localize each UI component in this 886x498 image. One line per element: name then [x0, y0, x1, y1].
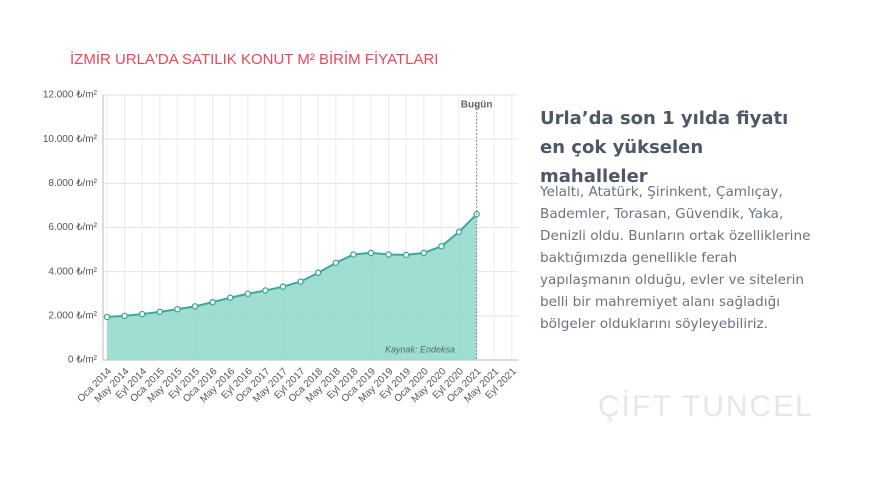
logo: ÇİFT TUNCEL — [598, 390, 814, 423]
y-tick-label: 2.000 ₺/m² — [48, 310, 97, 321]
point — [402, 251, 410, 259]
y-tick-label: 6.000 ₺/m² — [48, 222, 97, 233]
point — [420, 249, 428, 257]
point — [314, 269, 322, 277]
point — [138, 310, 146, 318]
point — [103, 313, 111, 321]
y-tick-label: 4.000 ₺/m² — [48, 266, 97, 277]
point — [438, 243, 445, 250]
today-label: Bugün — [461, 100, 493, 111]
point — [350, 251, 357, 258]
source-label: Kaynak: Endeksa — [385, 344, 455, 354]
paragraph: Yelaltı, Atatürk, Şirinkent, Çamlıçay, B… — [540, 184, 811, 332]
point — [244, 290, 252, 297]
y-tick-label: 12.000 ₺/m² — [43, 90, 98, 101]
line — [106, 213, 478, 318]
point — [455, 228, 463, 236]
heading: Urla’da son 1 yılda fiyatı en çok yüksel… — [540, 108, 789, 187]
point — [279, 283, 287, 290]
point — [385, 251, 392, 258]
point — [226, 294, 234, 301]
y-tick-label: 8.000 ₺/m² — [48, 178, 97, 189]
y-tick-label: 10.000 ₺/m² — [43, 134, 98, 145]
point — [297, 278, 304, 285]
point — [209, 298, 216, 306]
point — [262, 287, 269, 294]
area — [107, 214, 477, 360]
y-tick-label: 0 ₺/m² — [68, 355, 98, 366]
point — [121, 312, 128, 320]
point — [156, 308, 164, 316]
point — [332, 259, 340, 267]
point — [191, 303, 199, 310]
chart-title: İZMİR URLA'DA SATILIK KONUT M² BİRİM FİY… — [70, 50, 438, 68]
point — [367, 249, 375, 257]
point — [174, 305, 181, 313]
